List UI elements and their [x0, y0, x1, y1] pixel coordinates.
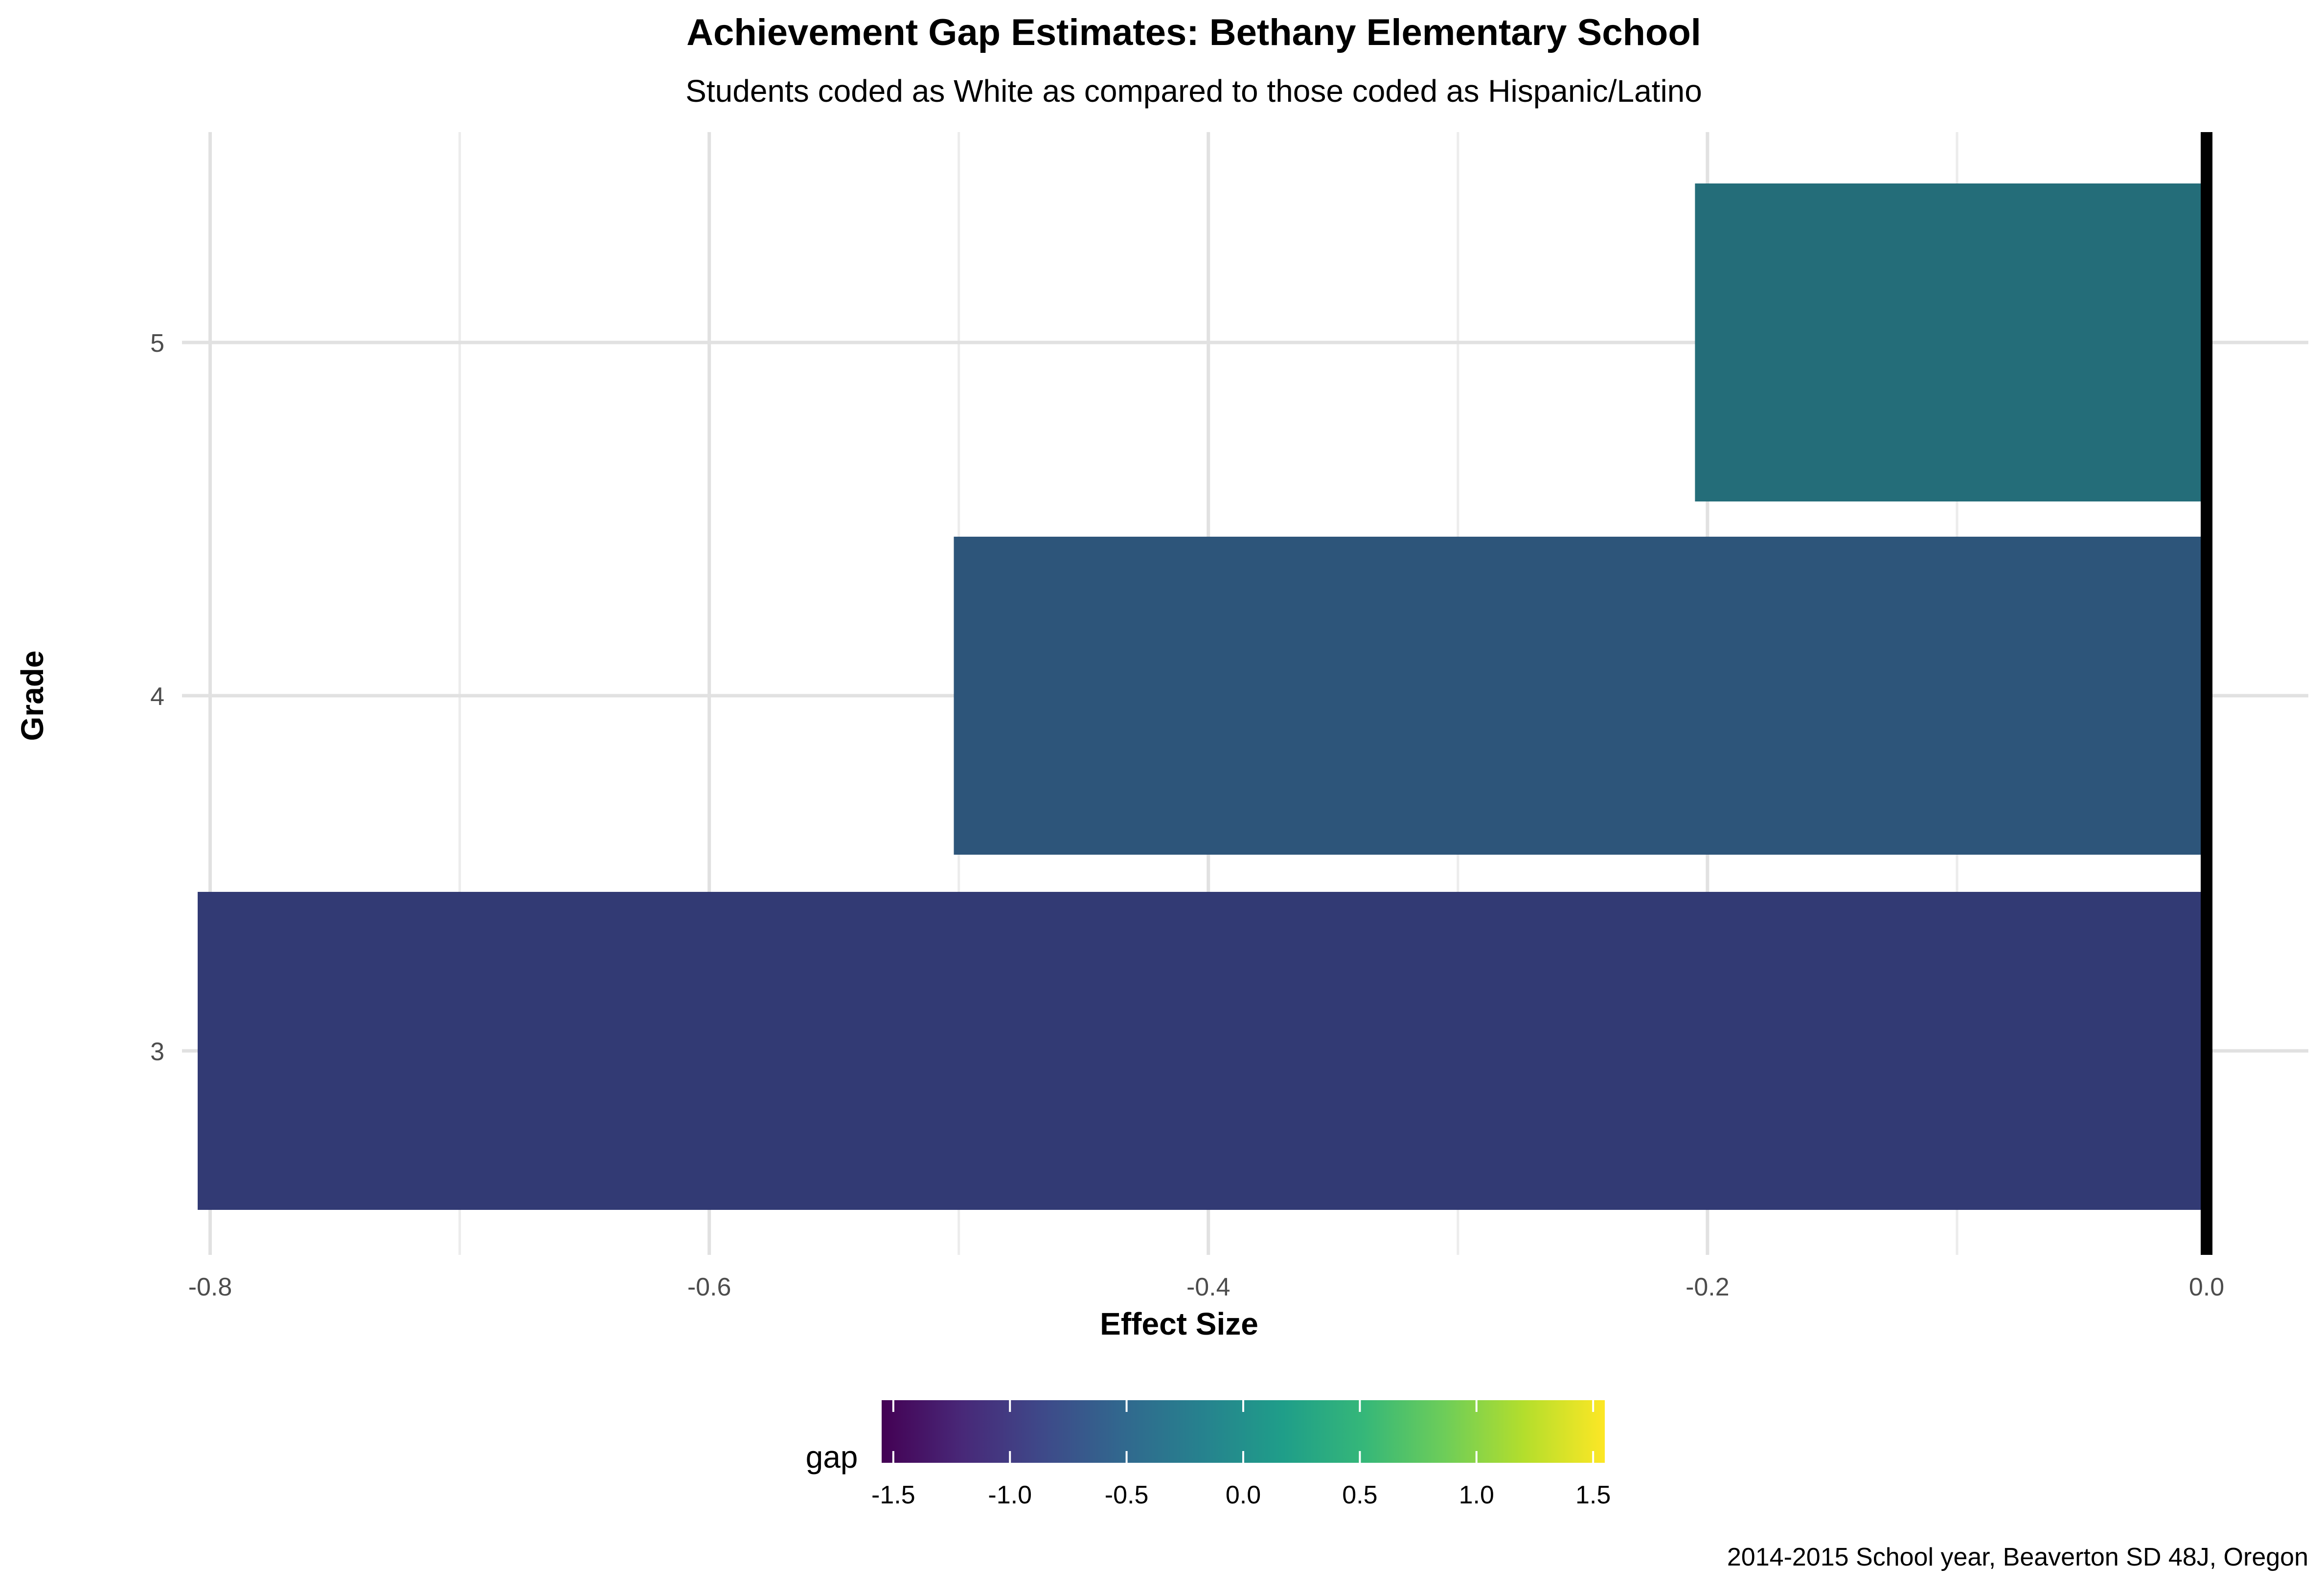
x-tick-label: -0.2 — [1686, 1273, 1730, 1301]
chart-title: Achievement Gap Estimates: Bethany Eleme… — [686, 12, 1701, 53]
chart-caption: 2014-2015 School year, Beaverton SD 48J,… — [1727, 1543, 2308, 1571]
x-tick-label: -0.6 — [687, 1273, 731, 1301]
colorbar-tick-label: 1.0 — [1459, 1481, 1494, 1509]
colorbar-tick-label: 1.5 — [1575, 1481, 1611, 1509]
colorbar-tick-label: -1.0 — [988, 1481, 1032, 1509]
bar-grade-4 — [954, 537, 2207, 855]
x-tick-label: -0.4 — [1186, 1273, 1230, 1301]
colorbar-tick-label: 0.0 — [1226, 1481, 1261, 1509]
bar-grade-5 — [1695, 183, 2207, 501]
y-tick-label: 4 — [150, 682, 164, 711]
y-tick-label: 3 — [150, 1038, 164, 1066]
colorbar-legend: gap -1.5 -1.0 -0.5 0.0 0.5 1.0 1.5 — [806, 1400, 1611, 1509]
bar-grade-3 — [198, 892, 2207, 1210]
x-axis-ticks: -0.8 -0.6 -0.4 -0.2 0.0 — [188, 1273, 2224, 1301]
colorbar-tick-label: 0.5 — [1342, 1481, 1377, 1509]
y-axis-ticks: 3 4 5 — [150, 329, 164, 1066]
legend-title: gap — [806, 1439, 858, 1475]
y-axis-label: Grade — [15, 651, 50, 741]
colorbar-tick-label: -1.5 — [871, 1481, 915, 1509]
x-tick-label: 0.0 — [2189, 1273, 2224, 1301]
chart-subtitle: Students coded as White as compared to t… — [685, 73, 1702, 109]
bars — [198, 183, 2207, 1210]
x-tick-label: -0.8 — [188, 1273, 232, 1301]
y-tick-label: 5 — [150, 329, 164, 358]
x-axis-label: Effect Size — [1100, 1306, 1258, 1341]
colorbar-tick-label: -0.5 — [1105, 1481, 1149, 1509]
